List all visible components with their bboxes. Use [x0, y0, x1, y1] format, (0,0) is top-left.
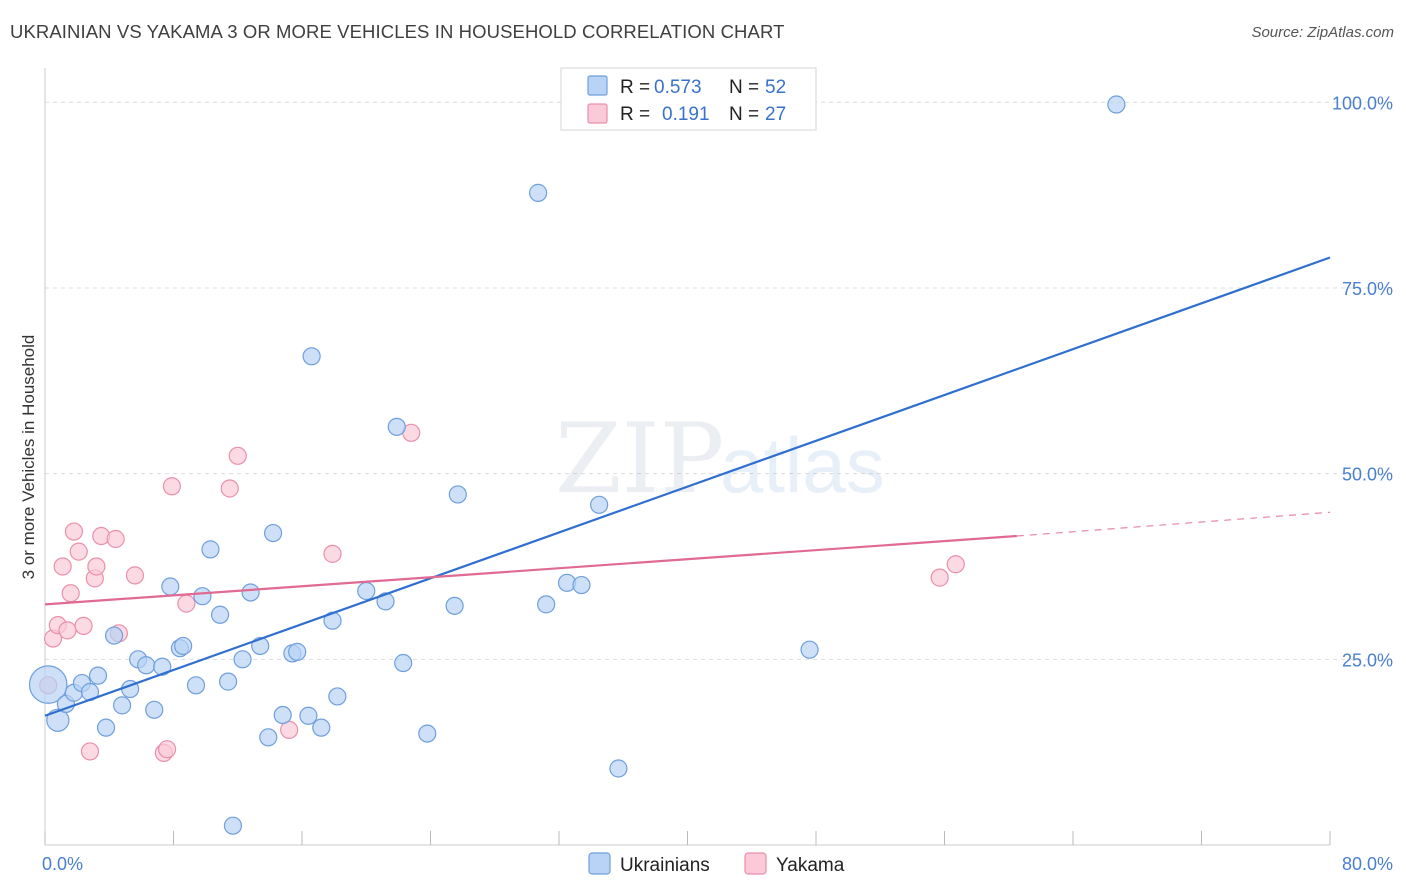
yakama-point-13	[106, 529, 125, 549]
ukrainians-point-41	[418, 724, 437, 743]
y-tick-label-75: 75.0%	[1342, 279, 1393, 299]
ukrainians-point-8	[104, 626, 124, 645]
legend-swatch-yakama	[587, 103, 608, 124]
yakama-point-15	[125, 566, 145, 585]
legend-r-value-2: 0.191	[662, 104, 710, 125]
legend-r-label-2: R =	[620, 104, 650, 125]
x-tick-label-min: 0.0%	[42, 854, 83, 874]
ukrainians-point-32	[299, 706, 318, 725]
ukrainians-point-21	[210, 605, 230, 624]
ukrainians-point-34	[312, 718, 331, 737]
chart-title: UKRAINIAN VS YAKAMA 3 OR MORE VEHICLES I…	[10, 21, 785, 42]
ukrainians-point-37	[357, 581, 376, 601]
y-tick-label-100: 100.0%	[1332, 93, 1393, 113]
ukrainians-point-51	[1107, 95, 1126, 114]
yakama-point-8	[74, 616, 93, 635]
yakama-point-18	[162, 477, 181, 496]
ukrainians-trend-line	[44, 256, 1331, 717]
ukrainians-point-19	[193, 587, 212, 606]
ukrainians-point-44	[529, 183, 548, 202]
ukrainians-point-43	[448, 485, 467, 504]
ukrainians-point-45	[537, 595, 556, 614]
ukrainians-point-49	[609, 759, 628, 778]
yakama-trend-line	[44, 534, 1017, 606]
bottom-legend-swatch-ukrainians	[588, 852, 611, 875]
ukrainians-point-24	[233, 650, 252, 669]
watermark: ZIP atlas	[555, 403, 885, 515]
ukrainians-point-50	[800, 640, 819, 659]
top-legend: R = 0.573 N = 52 R = 0.191 N = 27	[560, 67, 817, 131]
yakama-point-5	[61, 584, 80, 603]
bottom-legend-ukrainians: Ukrainians	[620, 855, 710, 876]
yakama-point-17	[157, 740, 177, 759]
yakama-point-7	[69, 542, 88, 561]
legend-n-value-1: 52	[765, 77, 786, 98]
ukrainians-point-12	[137, 656, 156, 675]
ukrainians-point-18	[186, 676, 206, 695]
ukrainians-point-29	[273, 705, 292, 725]
yakama-point-3	[53, 557, 72, 576]
yakama-point-26	[946, 555, 965, 574]
ukrainians-point-27	[259, 728, 278, 747]
ukrainians-point-20	[201, 540, 220, 559]
ukrainians-point-6	[88, 666, 108, 685]
legend-n-value-2: 27	[765, 104, 786, 125]
yakama-point-19	[177, 594, 196, 613]
ukrainians-point-0	[28, 665, 68, 704]
ukrainians-point-23	[223, 816, 243, 835]
x-tick-label-max: 80.0%	[1342, 854, 1393, 874]
ukrainians-point-40	[394, 653, 413, 673]
y-tick-label-50: 50.0%	[1342, 465, 1393, 485]
ukrainians-point-14	[153, 657, 172, 676]
ukrainians-point-26	[251, 636, 270, 656]
yakama-point-21	[228, 446, 247, 465]
ukrainians-point-36	[328, 687, 347, 706]
ukrainians-point-13	[145, 700, 164, 719]
ukrainians-point-48	[590, 495, 609, 514]
y-axis-label: 3 or more Vehicles in Household	[19, 335, 38, 580]
yakama-point-23	[323, 544, 342, 563]
yakama-point-4	[58, 621, 77, 640]
ukrainians-point-7	[96, 718, 116, 737]
ukrainians-point-42	[445, 596, 464, 615]
ukrainians-point-9	[112, 696, 132, 715]
ukrainians-point-39	[387, 417, 406, 436]
ukrainians-point-17	[174, 636, 193, 656]
ukrainians-point-22	[219, 672, 238, 691]
ukrainians-point-25	[241, 583, 260, 602]
watermark-zip: ZIP	[555, 403, 724, 515]
yakama-points	[39, 423, 965, 763]
yakama-point-11	[87, 557, 106, 576]
yakama-point-9	[80, 742, 100, 761]
legend-r-label-1: R =	[620, 77, 650, 98]
source-label: Source: ZipAtlas.com	[1251, 24, 1394, 41]
ukrainians-points	[28, 95, 1126, 835]
bottom-legend-swatch-yakama	[744, 852, 767, 875]
trend-lines	[44, 256, 1331, 717]
legend-n-label-1: N =	[729, 77, 759, 98]
ukrainians-point-15	[161, 577, 180, 596]
ukrainians-point-38	[376, 592, 395, 611]
yakama-point-25	[930, 568, 949, 587]
yakama-point-6	[64, 522, 84, 541]
tick-labels: 25.0% 50.0% 75.0% 100.0% 0.0% 80.0%	[42, 93, 1393, 874]
yakama-point-20	[220, 479, 239, 498]
watermark-atlas: atlas	[720, 421, 885, 509]
legend-n-label-2: N =	[729, 104, 759, 125]
ukrainians-point-31	[288, 642, 307, 661]
grid-lines	[45, 101, 1392, 660]
ukrainians-point-33	[302, 347, 321, 366]
legend-r-value-1: 0.573	[654, 77, 702, 98]
ukrainians-point-47	[572, 575, 591, 595]
bottom-legend: Ukrainians Yakama	[588, 852, 845, 876]
ukrainians-point-28	[263, 523, 283, 543]
ukrainians-point-1	[46, 708, 70, 732]
legend-swatch-ukrainians	[587, 75, 608, 96]
yakama-trend-extension	[1016, 511, 1331, 537]
y-tick-label-25: 25.0%	[1342, 650, 1393, 670]
bottom-legend-yakama: Yakama	[776, 855, 845, 876]
